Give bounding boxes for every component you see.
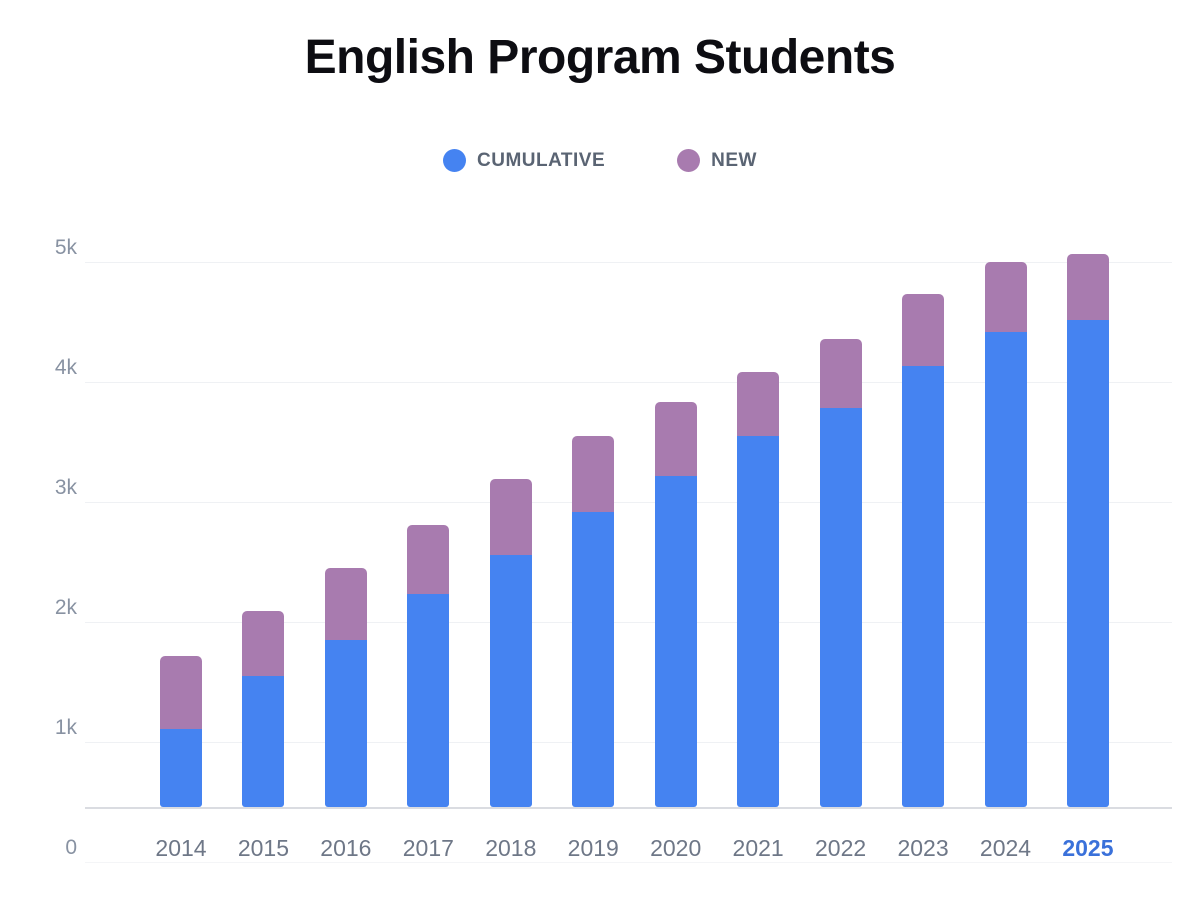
y-axis-label-0: 0 [65, 836, 77, 859]
bar-segment-cumulative [1066, 319, 1109, 807]
y-axis-label-5k: 5k [54, 236, 77, 259]
bar-2014 [160, 655, 202, 807]
legend-item-new: NEW [677, 149, 757, 172]
bar-segment-cumulative [984, 331, 1027, 807]
bar-segment-new [160, 655, 202, 729]
x-axis-line [85, 807, 1172, 809]
bar-segment-new [984, 262, 1027, 332]
x-axis-label-2017: 2017 [402, 835, 454, 861]
x-axis-label-2018: 2018 [485, 835, 537, 861]
bar-2017 [407, 524, 450, 807]
bar-segment-new [654, 402, 697, 476]
legend: CUMULATIVE NEW [0, 149, 1200, 172]
bar-2024 [984, 262, 1027, 807]
x-axis-label-2019: 2019 [567, 835, 619, 861]
bar-segment-cumulative [737, 435, 780, 807]
x-axis-label-2020: 2020 [650, 835, 702, 861]
legend-label-new: NEW [711, 149, 757, 171]
gridline-2k [85, 622, 1172, 623]
y-axis-label-2k: 2k [54, 596, 77, 619]
bar-segment-new [324, 568, 367, 640]
bar-segment-cumulative [819, 408, 862, 807]
legend-label-cumulative: CUMULATIVE [477, 149, 606, 171]
gridline-0 [85, 862, 1172, 863]
gridline-3k [85, 502, 1172, 503]
bar-segment-new [902, 294, 945, 367]
bar-2025 [1066, 253, 1109, 807]
x-axis-label-2024: 2024 [979, 835, 1032, 861]
bar-segment-new [1066, 253, 1109, 320]
bar-segment-cumulative [489, 554, 532, 807]
bar-2018 [489, 479, 532, 807]
bar-segment-new [737, 372, 780, 436]
bar-segment-cumulative [902, 366, 945, 807]
x-axis-label-2025: 2025 [1062, 835, 1114, 861]
bar-2019 [572, 436, 615, 807]
bar-2021 [737, 372, 780, 807]
chart-title: English Program Students [304, 31, 896, 84]
bar-segment-cumulative [160, 728, 202, 807]
bar-segment-cumulative [242, 675, 285, 807]
bar-2020 [654, 402, 697, 807]
bar-segment-new [407, 524, 450, 595]
legend-item-cumulative: CUMULATIVE [443, 149, 605, 172]
x-axis-label-2015: 2015 [237, 835, 290, 861]
bar-segment-new [489, 479, 532, 555]
x-axis-label-2021: 2021 [732, 835, 784, 861]
bar-segment-cumulative [572, 511, 615, 807]
x-axis-label-2022: 2022 [815, 835, 867, 861]
x-axis-label-2014: 2014 [155, 835, 207, 861]
bar-segment-cumulative [324, 640, 367, 807]
y-axis-label-1k: 1k [54, 716, 77, 739]
x-axis-label-2016: 2016 [320, 835, 372, 861]
gridline-1k [85, 742, 1172, 743]
bar-segment-cumulative [654, 475, 697, 807]
gridline-4k [85, 382, 1172, 383]
y-axis-label-4k: 4k [54, 356, 77, 379]
bar-2022 [819, 338, 862, 807]
bar-2015 [242, 611, 285, 807]
bar-segment-new [819, 338, 862, 409]
cumulative-swatch-icon [443, 149, 467, 172]
x-axis-label-2023: 2023 [897, 835, 949, 861]
bar-2016 [324, 568, 367, 807]
bar-2023 [902, 294, 945, 807]
bar-segment-cumulative [407, 594, 450, 807]
new-swatch-icon [677, 149, 701, 172]
gridline-5k [85, 262, 1172, 263]
y-axis-label-3k: 3k [54, 476, 77, 499]
bar-segment-new [242, 611, 285, 676]
bar-segment-new [572, 436, 615, 512]
